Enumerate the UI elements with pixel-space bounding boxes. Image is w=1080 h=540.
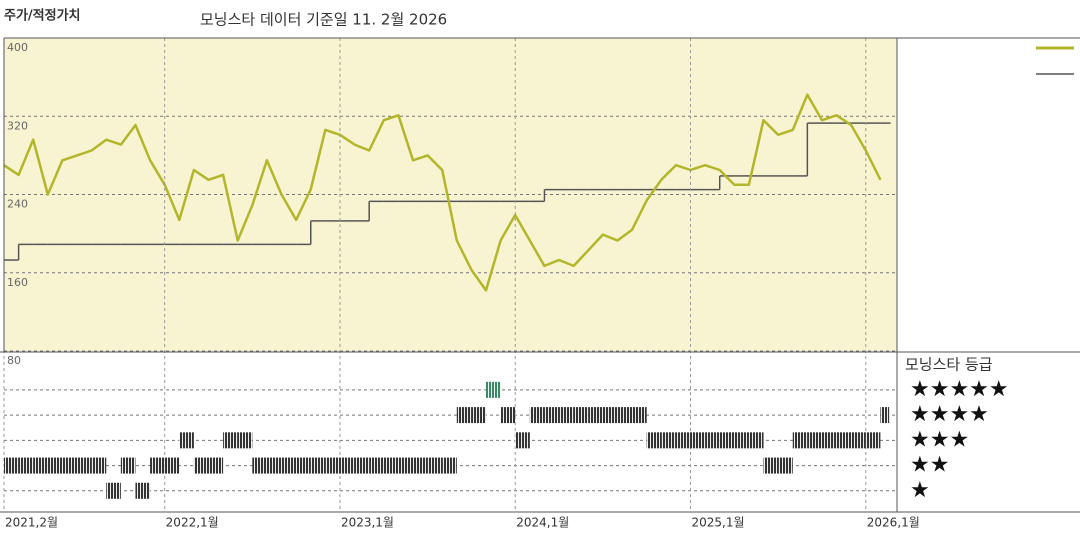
rating-bar [515, 432, 530, 449]
rating-bar [734, 432, 749, 449]
rating-bar [646, 432, 662, 449]
rating-bar [778, 457, 793, 474]
rating-bar [33, 457, 48, 474]
rating-bar [398, 457, 413, 474]
rating-bar [486, 381, 501, 398]
rating-bar [602, 407, 618, 424]
rating-bar [62, 457, 78, 474]
rating-bar [310, 457, 326, 474]
rating-bar [763, 457, 779, 474]
y-tick-label: 240 [7, 198, 28, 211]
rating-bar [807, 432, 822, 449]
rating-bar [617, 407, 633, 424]
rating-bar [880, 407, 890, 424]
rating-bar [164, 457, 180, 474]
rating-label: ★★★ [910, 427, 969, 452]
rating-bar [296, 457, 311, 474]
rating-label: ★★★★ [910, 402, 989, 427]
rating-bar [456, 407, 472, 424]
chart-subtitle: 모닝스타 데이터 기준일 11. 2월 2026 [200, 11, 447, 29]
x-tick-label: 2023,1월 [341, 516, 394, 530]
y-tick-label: 400 [7, 41, 28, 54]
rating-bar [573, 407, 589, 424]
rating-bar [705, 432, 720, 449]
rating-bar [252, 457, 267, 474]
rating-bar [471, 407, 487, 424]
x-tick-label: 2021,2월 [5, 516, 58, 530]
rating-bar [851, 432, 866, 449]
x-tick-label: 2025,1월 [692, 516, 745, 530]
rating-bar [135, 482, 151, 499]
rating-bar [836, 432, 852, 449]
rating-bar [281, 457, 297, 474]
rating-label: ★ [910, 478, 930, 503]
y-tick-label: 160 [7, 276, 28, 289]
rating-bar [632, 407, 647, 424]
rating-bar [719, 432, 735, 449]
rating-bar [325, 457, 340, 474]
rating-bar [675, 432, 691, 449]
rating-bar [383, 457, 399, 474]
rating-bar [427, 457, 443, 474]
rating-bar [150, 457, 165, 474]
rating-title: 모닝스타 등급 [905, 356, 993, 374]
rating-bar [18, 457, 34, 474]
rating-bar [588, 407, 603, 424]
rating-bar [4, 457, 19, 474]
rating-bar [208, 457, 224, 474]
rating-bar [865, 432, 881, 449]
rating-bar [559, 407, 574, 424]
chart-title: 주가/적정가치 [4, 8, 81, 24]
rating-bar [690, 432, 706, 449]
rating-bar [412, 457, 428, 474]
rating-bar [748, 432, 764, 449]
rating-bar [792, 432, 808, 449]
rating-bar [106, 482, 121, 499]
x-tick-label: 2026,1월 [867, 516, 920, 530]
rating-bar [193, 457, 209, 474]
rating-label: ★★ [910, 453, 949, 478]
rating-bar [500, 407, 516, 424]
rating-bar [237, 432, 253, 449]
rating-bar [369, 457, 384, 474]
x-tick-label: 2022,1월 [166, 516, 219, 530]
rating-bar [179, 432, 194, 449]
rating-bar [91, 457, 107, 474]
rating-bar [223, 432, 238, 449]
rating-bar [821, 432, 837, 449]
rating-bar [47, 457, 63, 474]
rating-bar [120, 457, 136, 474]
price-line [3, 93, 882, 292]
rating-bar [77, 457, 92, 474]
rating-bar [339, 457, 355, 474]
x-tick-label: 2024,1월 [516, 516, 569, 530]
rating-bar [544, 407, 560, 424]
y-tick-label: 80 [7, 354, 21, 367]
rating-bar [354, 457, 370, 474]
rating-bar [661, 432, 676, 449]
rating-bar [266, 457, 282, 474]
rating-label: ★★★★★ [910, 377, 1009, 402]
rating-bar [442, 457, 457, 474]
rating-bar [529, 407, 545, 424]
y-tick-label: 320 [7, 119, 28, 132]
